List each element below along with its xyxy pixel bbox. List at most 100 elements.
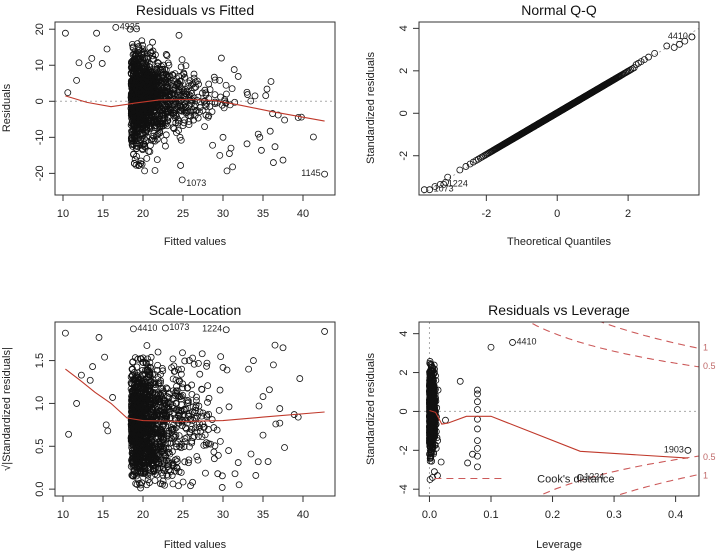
outlier-point (75, 59, 83, 67)
data-point (131, 399, 138, 407)
data-point (153, 432, 161, 440)
annotated-point (688, 33, 696, 41)
x-tick-label: 35 (257, 208, 269, 220)
x-tick-label: 40 (297, 208, 309, 220)
data-point (202, 441, 210, 449)
data-point (174, 366, 182, 374)
data-point (157, 66, 164, 74)
outlier-point (243, 88, 251, 96)
data-point (139, 358, 146, 366)
data-point (142, 409, 150, 417)
data-point (427, 405, 435, 412)
data-point (211, 98, 219, 106)
y-tick-label: 1.0 (34, 396, 46, 411)
data-point (430, 370, 438, 377)
data-point (627, 66, 635, 74)
data-point (173, 443, 181, 451)
outlier-point (223, 366, 231, 374)
data-point (132, 118, 140, 125)
data-point (177, 136, 185, 144)
data-point (178, 418, 186, 426)
data-point (150, 116, 158, 124)
data-point (262, 92, 270, 99)
data-point (174, 88, 181, 96)
data-point (185, 112, 193, 119)
data-point (172, 417, 180, 424)
data-point (217, 93, 224, 101)
data-point (175, 88, 183, 95)
data-point (205, 394, 213, 402)
data-point (147, 421, 155, 428)
data-point (176, 133, 184, 141)
outlier-point (430, 468, 438, 476)
data-point (154, 429, 162, 437)
outlier-point (434, 386, 442, 394)
data-point (136, 79, 143, 86)
data-point (189, 408, 196, 416)
data-point (192, 401, 200, 409)
data-point (214, 470, 222, 478)
data-point (136, 395, 144, 403)
x-tick-label: 30 (217, 509, 229, 521)
data-point (220, 104, 228, 112)
cooks-level-label: 0.5 (703, 452, 716, 462)
data-point (160, 421, 168, 429)
outlier-point (223, 167, 231, 175)
data-point (183, 87, 191, 95)
outlier-point (230, 66, 238, 73)
data-point (128, 111, 136, 119)
outlier-point (252, 472, 260, 479)
data-point (163, 73, 171, 81)
data-point (169, 462, 177, 469)
x-tick-label: 25 (177, 208, 189, 220)
data-point (190, 70, 198, 78)
data-point (216, 76, 224, 84)
x-tick-label: 0 (554, 208, 560, 220)
outlier-point (474, 398, 481, 406)
data-point (159, 436, 167, 443)
data-point (130, 151, 137, 158)
data-point (143, 342, 151, 349)
point-label: 1903 (664, 444, 684, 454)
data-point (131, 129, 138, 136)
data-point (151, 383, 159, 391)
data-point (132, 85, 140, 93)
outlier-point (259, 393, 267, 400)
outlier-point (101, 353, 108, 361)
data-point (132, 54, 140, 62)
outlier-point (89, 363, 96, 370)
data-point (200, 98, 208, 105)
outlier-point (279, 156, 287, 164)
data-point (158, 460, 166, 468)
data-point (149, 38, 156, 46)
data-point (179, 349, 186, 357)
data-point (136, 479, 143, 487)
outlier-point (216, 151, 224, 159)
smoother-line (65, 95, 325, 122)
data-point (155, 59, 162, 67)
outlier-point (86, 376, 94, 384)
data-point (144, 430, 151, 437)
outlier-point (73, 400, 80, 407)
panel-normal-qq: Normal Q-Q Theoretical Quantiles Standar… (365, 2, 700, 248)
data-point (216, 437, 224, 445)
data-point (178, 56, 186, 64)
x-tick-label: 15 (97, 208, 109, 220)
outlier-point (62, 29, 69, 37)
outlier-point (78, 371, 85, 379)
point-label: 1073 (434, 184, 454, 194)
data-point (181, 438, 189, 445)
data-point (663, 42, 671, 50)
plot-area (62, 324, 329, 492)
outlier-point (269, 159, 277, 166)
annotated-point (440, 180, 448, 188)
data-point (214, 451, 222, 459)
data-point (145, 63, 153, 70)
outlier-point (257, 146, 265, 154)
cooks-level-label: 1 (703, 342, 708, 352)
outlier-point (432, 444, 440, 452)
data-point (130, 470, 138, 478)
x-tick-label: 15 (97, 509, 109, 521)
data-point (645, 53, 652, 61)
data-point (159, 464, 167, 472)
